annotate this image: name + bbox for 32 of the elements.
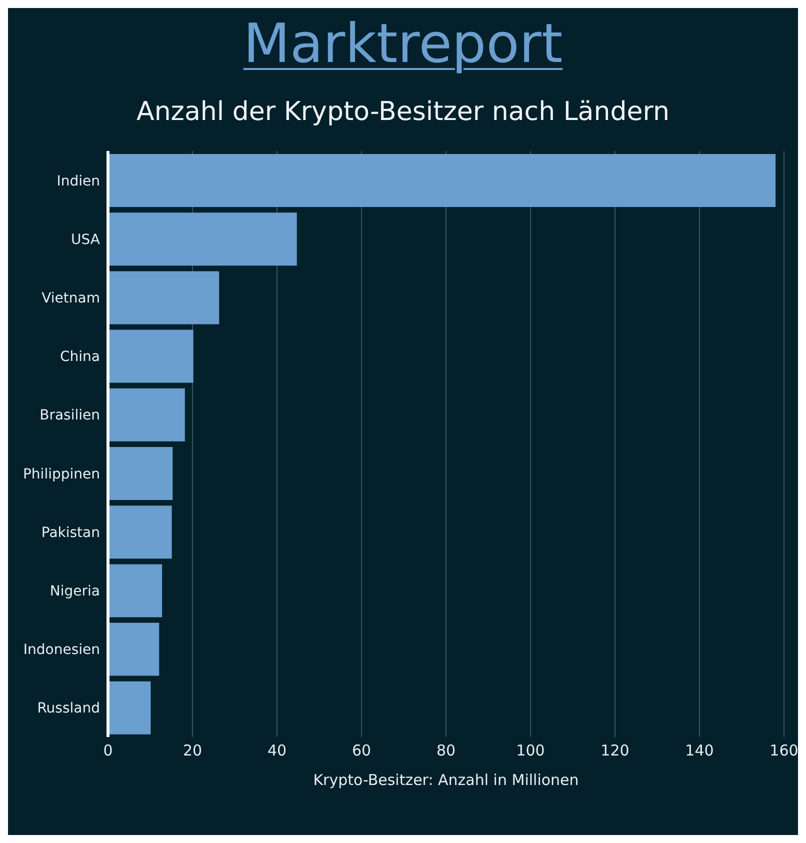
bar — [108, 212, 297, 266]
y-tick-label: USA — [71, 232, 100, 248]
bar — [108, 564, 162, 618]
x-axis-title: Krypto-Besitzer: Anzahl in Millionen — [313, 771, 579, 789]
bar — [108, 271, 220, 324]
x-tick-label: 0 — [103, 742, 113, 760]
y-tick-label: Brasilien — [40, 408, 100, 424]
x-tick-label: 120 — [600, 742, 630, 760]
bar — [108, 506, 172, 559]
bar — [108, 330, 194, 383]
y-tick-label: Russland — [37, 700, 100, 717]
chart-title: Marktreport — [243, 12, 563, 75]
x-tick-label: 160 — [770, 742, 798, 760]
bar — [108, 447, 173, 500]
chart-subtitle: Anzahl der Krypto-Besitzer nach Ländern — [136, 97, 670, 127]
y-tick-label: Philippinen — [22, 466, 100, 482]
y-tick-label: Indien — [56, 173, 100, 190]
y-tick-label: Nigeria — [50, 583, 100, 600]
y-tick-label: Indonesien — [23, 642, 100, 658]
bar — [108, 388, 185, 442]
bar — [108, 622, 160, 676]
y-tick-label: Pakistan — [41, 524, 100, 541]
y-tick-label: China — [60, 349, 100, 366]
x-tick-label: 20 — [182, 742, 202, 760]
x-tick-label: 100 — [516, 742, 545, 760]
bar — [108, 154, 776, 207]
bar — [108, 681, 151, 734]
x-tick-label: 40 — [267, 742, 287, 760]
x-tick-label: 80 — [436, 742, 456, 760]
x-tick-label: 60 — [352, 742, 372, 760]
x-tick-label: 140 — [685, 742, 714, 760]
y-tick-label: Vietnam — [42, 290, 100, 306]
